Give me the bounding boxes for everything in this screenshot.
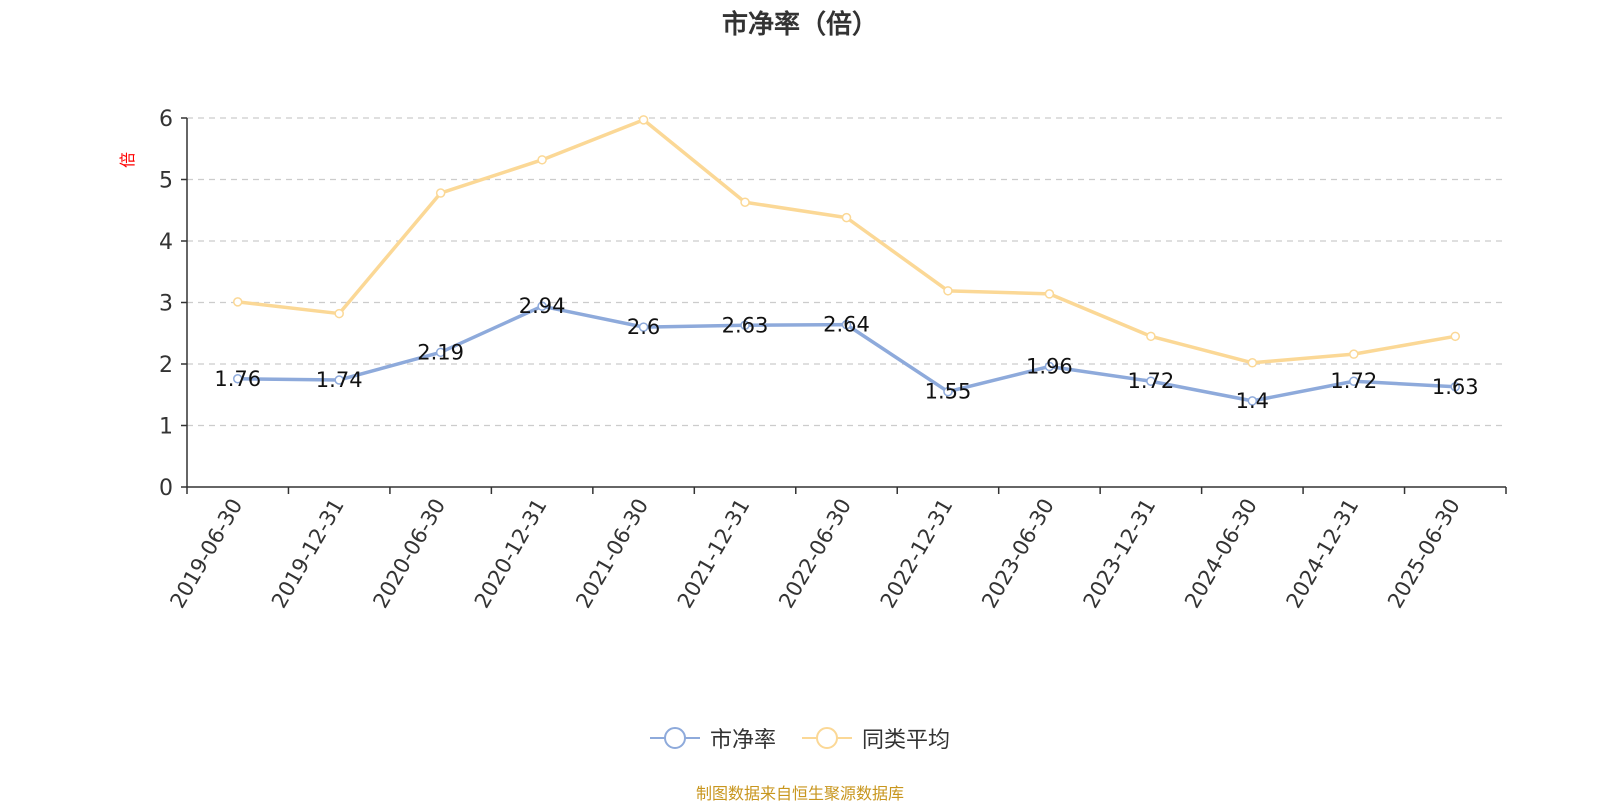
y-tick-label: 4 xyxy=(159,230,173,255)
data-point xyxy=(841,319,852,330)
x-tick-label: 2023-12-31 xyxy=(1079,495,1161,613)
x-tick-label: 2024-06-30 xyxy=(1180,495,1262,613)
x-tick-label: 2023-06-30 xyxy=(977,495,1059,613)
data-point xyxy=(1247,358,1258,368)
legend-item-pb[interactable]: 市净率 xyxy=(649,722,776,754)
legend-item-peer-average[interactable]: 同类平均 xyxy=(802,722,950,754)
data-label: 1.63 xyxy=(1432,375,1479,399)
data-point xyxy=(1146,331,1156,342)
data-label: 1.96 xyxy=(1026,354,1073,378)
data-point xyxy=(537,301,547,311)
x-tick-label: 2019-06-30 xyxy=(165,495,247,613)
x-tick-label: 2021-12-31 xyxy=(673,495,755,613)
data-label: 2.64 xyxy=(823,313,870,337)
data-label: 1.72 xyxy=(1330,369,1377,393)
data-label: 1.76 xyxy=(214,367,261,391)
data-point xyxy=(638,115,649,125)
data-label: 1.72 xyxy=(1128,369,1175,393)
y-tick-label: 0 xyxy=(159,476,173,501)
x-tick-label: 2019-12-31 xyxy=(267,495,349,613)
x-tick-label: 2022-12-31 xyxy=(876,495,958,613)
x-tick-label: 2021-06-30 xyxy=(571,495,653,613)
data-point xyxy=(1044,289,1055,299)
data-point xyxy=(435,347,446,358)
data-point xyxy=(943,286,953,296)
data-point xyxy=(334,375,344,385)
data-point xyxy=(841,212,852,223)
data-point xyxy=(740,320,750,331)
y-tick-label: 6 xyxy=(159,107,173,132)
x-tick-label: 2025-06-30 xyxy=(1383,495,1465,613)
data-label: 2.63 xyxy=(722,313,769,337)
x-tick-label: 2024-12-31 xyxy=(1282,495,1364,613)
x-tick-label: 2022-06-30 xyxy=(774,495,856,613)
data-point xyxy=(1349,349,1359,359)
data-point xyxy=(1450,382,1461,392)
data-point xyxy=(232,297,243,307)
data-point xyxy=(1044,361,1055,372)
legend-label: 同类平均 xyxy=(862,728,951,753)
data-label: 2.19 xyxy=(417,340,464,364)
y-tick-label: 3 xyxy=(159,292,173,317)
data-point xyxy=(1146,376,1156,386)
legend-label: 市净率 xyxy=(709,728,776,753)
data-point xyxy=(537,155,547,165)
data-label: 2.94 xyxy=(519,294,566,318)
legend-marker-icon xyxy=(802,726,852,750)
legend-marker-icon xyxy=(649,726,700,750)
chart-title: 市净率（倍） xyxy=(721,10,878,40)
data-label: 1.55 xyxy=(925,380,972,404)
data-point xyxy=(334,308,344,319)
legend: 市净率 同类平均 xyxy=(0,722,1600,754)
data-point xyxy=(435,188,446,198)
data-point xyxy=(1349,376,1359,386)
x-tick-label: 2020-12-31 xyxy=(470,495,552,613)
data-label: 2.6 xyxy=(627,315,660,339)
y-tick-label: 1 xyxy=(159,415,173,440)
x-tick-label: 2020-06-30 xyxy=(368,494,450,612)
data-point xyxy=(638,322,649,332)
data-point xyxy=(232,374,243,384)
y-tick-label: 5 xyxy=(159,169,173,194)
data-point xyxy=(1247,396,1258,406)
source-note: 制图数据来自恒生聚源数据库 xyxy=(695,784,904,803)
data-point xyxy=(943,386,953,397)
data-label: 1.74 xyxy=(316,368,363,392)
data-point xyxy=(1450,331,1461,342)
data-label: 1.4 xyxy=(1236,389,1269,413)
data-point xyxy=(740,197,750,208)
y-tick-label: 2 xyxy=(159,353,173,378)
